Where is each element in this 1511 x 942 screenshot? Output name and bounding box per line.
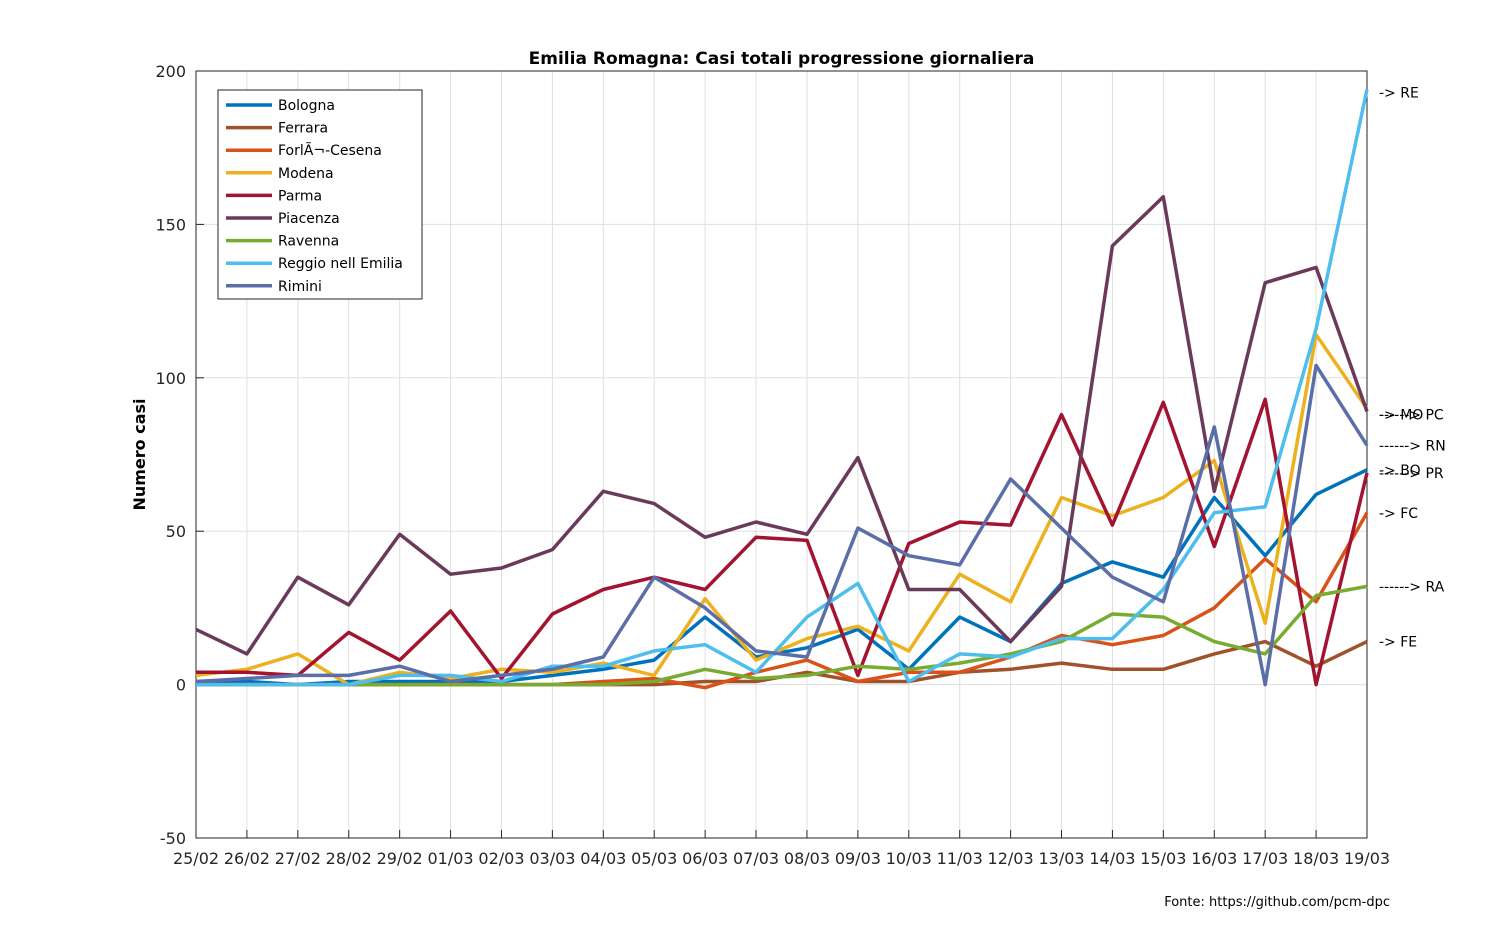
x-tick-label: 01/03 [428,849,474,868]
x-tick-label: 13/03 [1038,849,1084,868]
legend-entry: Ferrara [278,121,328,137]
series-lines [195,89,1369,690]
x-tick-label: 27/02 [275,849,321,868]
end-label: -> RE [1379,85,1419,101]
x-tick-label: 26/02 [224,849,270,868]
end-label: -> FC [1379,506,1418,522]
y-tick-label: 100 [155,369,186,388]
x-tick-label: 12/03 [988,849,1034,868]
series-line-rimini [195,363,1369,687]
y-axis: -50 0 50 100 150 200 [155,62,204,848]
y-tick-label: 200 [155,62,186,81]
x-tick-label: 09/03 [835,849,881,868]
legend-entry: Parma [278,188,322,204]
end-label: -> FE [1379,635,1417,651]
series-line-modena [195,333,1369,687]
x-tick-label: 16/03 [1191,849,1237,868]
x-tick-label: 07/03 [733,849,779,868]
x-tick-label: 03/03 [529,849,575,868]
end-labels: -> RE ------> PC-> MO ------> RN ------> PR… [1379,85,1446,650]
series-line-ravenna [196,584,1368,687]
end-label: -> BO [1379,463,1421,479]
x-tick-label: 04/03 [580,849,626,868]
x-tick-label: 10/03 [886,849,932,868]
x-tick-label: 08/03 [784,849,830,868]
x-tick-label: 02/03 [478,849,524,868]
x-tick-label: 14/03 [1089,849,1135,868]
legend-entry: Rimini [278,279,322,295]
legend: Bologna Ferrara ForlÃ¬-Cesena Modena Parma Pi… [217,89,423,300]
chart-title: Emilia Romagna: Casi totali progressione… [529,49,1035,69]
x-tick-label: 29/02 [377,849,423,868]
end-label: ------> RN [1379,438,1446,454]
y-tick-label: 50 [166,522,186,541]
series-line-parma [196,397,1369,687]
x-axis: 25/02 26/02 27/02 28/02 29/02 01/03 02/03 03/03… [173,830,1390,868]
plot-area [195,70,1368,839]
x-tick-label: 18/03 [1293,849,1339,868]
legend-entry: Reggio nell Emilia [278,256,403,272]
x-tick-label: 17/03 [1242,849,1288,868]
x-tick-label: 28/02 [326,849,372,868]
x-tick-label: 05/03 [631,849,677,868]
x-tick-label: 25/02 [173,849,219,868]
end-label: ------> PC [1379,408,1444,424]
x-tick-label: 19/03 [1344,849,1390,868]
end-label: ------> RA [1379,579,1445,595]
source-note: Fonte: https://github.com/pcm-dpc [1164,895,1390,910]
x-tick-label: 06/03 [682,849,728,868]
legend-entry: ForlÃ¬-Cesena [278,142,382,159]
x-tick-label: 15/03 [1140,849,1186,868]
x-tick-label: 11/03 [937,849,983,868]
legend-entry: Modena [278,166,334,182]
y-axis-label: Numero casi [130,398,149,510]
legend-entry: Piacenza [278,211,340,227]
series-line-piacenza [195,195,1369,656]
y-tick-label: 150 [155,215,186,234]
y-tick-label: -50 [160,829,186,848]
legend-entry: Ravenna [278,234,339,250]
legend-entry: Bologna [278,98,335,114]
end-label: -> MO [1379,408,1423,424]
end-label: ------> PR [1379,466,1444,482]
y-tick-label: 0 [176,676,186,695]
